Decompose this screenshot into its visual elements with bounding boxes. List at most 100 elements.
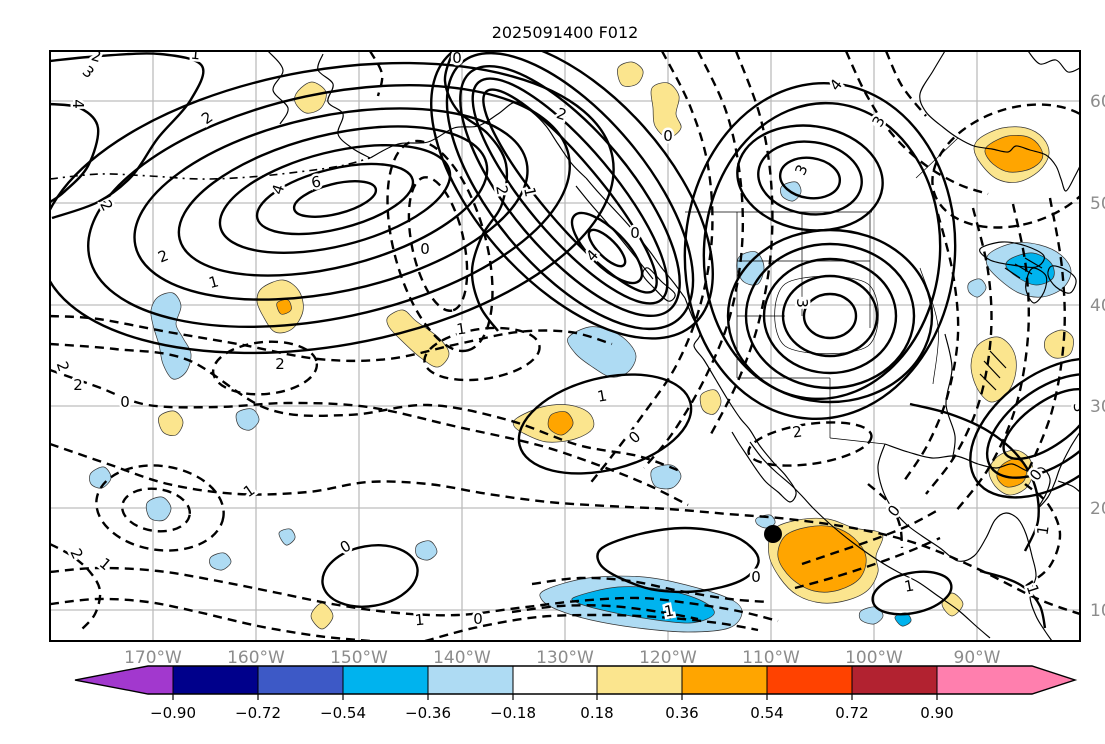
contour-label: 2: [554, 104, 569, 124]
shaded-region: [967, 278, 987, 298]
contour-line-dashed: [50, 314, 613, 363]
contour-ring-solid: [87, 83, 571, 329]
political-border: [915, 137, 959, 179]
contour-label: 0: [337, 536, 354, 556]
contour-line-dashed: [900, 213, 960, 485]
x-tick-label: 90°W: [954, 648, 1001, 668]
contour-ring-solid: [1002, 387, 1080, 461]
coastline: [1057, 480, 1080, 493]
shaded-region: [278, 528, 296, 546]
colorbar-segment: [513, 666, 597, 694]
contour-line-dashed: [50, 368, 689, 507]
shaded-region: [386, 309, 450, 368]
x-tick-label: 160°W: [227, 648, 285, 668]
contour-ring-solid: [471, 77, 669, 305]
colorbar-segment: [682, 666, 767, 694]
shaded-region: [235, 408, 260, 431]
contour-label: 6: [310, 172, 323, 191]
contour-label: 0: [452, 49, 462, 67]
shaded-region: [145, 496, 172, 522]
contour-ring-solid: [321, 544, 419, 608]
contour-ring-solid: [802, 292, 858, 340]
contour-label: 0: [420, 240, 430, 258]
contour-label: 3: [79, 62, 98, 82]
contour-label: 4: [826, 76, 846, 95]
coastline: [884, 431, 1080, 509]
contour-line-solid: [979, 569, 1047, 629]
contour-label: 1: [1033, 524, 1052, 536]
y-tick-label: 10°N: [1090, 601, 1105, 621]
contour-label: 3: [1070, 402, 1089, 413]
shaded-region: [984, 134, 1044, 173]
shaded-region: [310, 602, 334, 630]
shaded-region: [699, 389, 722, 415]
colorbar-segment: [343, 666, 428, 694]
contour-label: 1: [414, 611, 425, 630]
contour-line-dashed: [531, 576, 769, 604]
colorbar-tick-label: 0.90: [920, 704, 953, 722]
contour-label: 3: [791, 162, 811, 178]
contour-label: 0: [625, 427, 644, 447]
contour-ring-solid: [587, 228, 627, 268]
contour-line-dashed: [50, 442, 1080, 616]
political-border: [829, 437, 886, 445]
contour-label: 1: [207, 272, 221, 292]
contour-ring-dashed: [386, 139, 494, 353]
shaded-region: [777, 525, 867, 593]
coastline: [369, 101, 587, 179]
hatch-mark: [979, 373, 997, 391]
contour-line-dashed: [1024, 483, 1062, 587]
shaded-region: [158, 410, 184, 437]
coastline: [1025, 267, 1048, 304]
contour-line-dashed: [511, 604, 699, 621]
contour-line-dashed: [867, 483, 904, 549]
contour-line-dashed: [1024, 197, 1066, 477]
contour-ring-solid: [445, 51, 695, 331]
contour-ring-solid: [459, 64, 681, 318]
contour-ring-solid: [702, 101, 942, 401]
map-frame: [49, 50, 1081, 642]
colorbar-tick-label: −0.54: [320, 704, 366, 722]
contour-ring-solid: [292, 180, 378, 218]
contour-line-dashed: [884, 51, 927, 117]
hatch-mark: [1014, 263, 1033, 275]
contour-label: 1: [96, 554, 115, 574]
colorbar-tick-label: 0.18: [580, 704, 613, 722]
coastline: [1027, 51, 1080, 73]
contour-ring-dashed: [747, 421, 873, 467]
contour-ring-dashed: [211, 340, 319, 396]
x-tick-label: 170°W: [124, 648, 182, 668]
contour-label: 0: [663, 127, 673, 145]
contour-ring-solid: [683, 81, 957, 421]
colorbar-outline: [74, 665, 1078, 695]
contour-label: 0: [473, 610, 483, 628]
hatch-mark: [1004, 267, 1021, 279]
contour-ring-solid: [985, 373, 1080, 479]
contour-label: 3: [868, 113, 888, 130]
contour-label: 1: [190, 45, 201, 64]
contour-label: 1: [455, 319, 467, 338]
contour-label: 2: [155, 246, 171, 266]
x-tick-label: 150°W: [330, 648, 388, 668]
contour-label: 0: [630, 224, 640, 242]
contour-ring-solid: [726, 228, 934, 404]
hatch-mark: [989, 350, 1007, 369]
contour-line-dashed: [50, 566, 779, 623]
contour-ring-solid: [757, 140, 863, 216]
contour-ring-solid: [778, 156, 842, 200]
colorbar-segment: [258, 666, 343, 694]
colorbar-tick-label: 0.54: [750, 704, 783, 722]
contour-ring-dashed: [407, 176, 469, 312]
contour-line-dashed: [925, 207, 993, 495]
shaded-region: [415, 540, 438, 561]
contour-ring-solid: [871, 570, 953, 616]
contour-ring-solid: [218, 143, 452, 255]
coastline: [749, 441, 991, 639]
plot-title: 2025091400 F012: [492, 23, 639, 42]
contour-lines: [50, 51, 1080, 641]
x-tick-label: 120°W: [639, 648, 697, 668]
x-axis-labels: 170°W 160°W 150°W 140°W 130°W 120°W 110°W 100°W…: [124, 648, 1001, 668]
colorbar-tick-label: −0.90: [150, 704, 196, 722]
shaded-region: [209, 552, 232, 571]
